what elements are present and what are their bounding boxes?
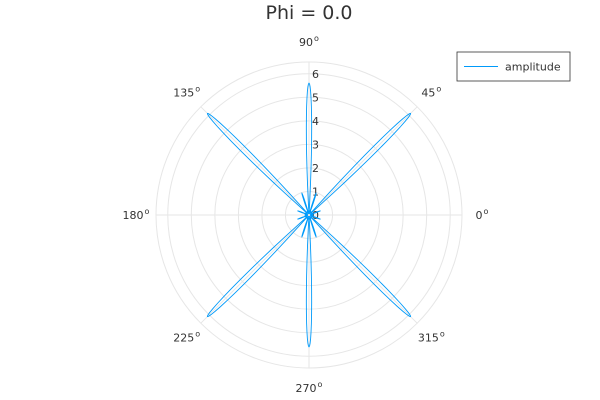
angular-tick-value: 135: [173, 87, 194, 100]
grid-spoke-225: [200, 214, 310, 324]
radial-tick-label: 2: [312, 162, 319, 175]
angular-tick-label: 45o: [421, 85, 441, 100]
grid-spoke-135: [200, 106, 310, 216]
radial-tick-label: 1: [312, 185, 319, 198]
angular-tick-label: 270o: [296, 380, 323, 395]
angular-tick-label: 0o: [476, 207, 489, 222]
radial-tick-label: 4: [312, 115, 319, 128]
radial-tick-label: 5: [312, 91, 319, 104]
polar-grid: [155, 61, 463, 369]
grid-spoke-45: [308, 106, 418, 216]
degree-symbol: o: [436, 85, 441, 94]
degree-symbol: o: [195, 329, 200, 338]
angular-tick-value: 90: [299, 36, 313, 49]
legend-label: amplitude: [505, 61, 561, 74]
data-series: [206, 82, 412, 348]
angular-tick-value: 315: [418, 331, 439, 344]
degree-symbol: o: [195, 85, 200, 94]
degree-symbol: o: [145, 207, 150, 216]
angular-tick-label: 315o: [418, 329, 445, 344]
degree-symbol: o: [314, 34, 319, 43]
angular-tick-label: 135o: [173, 85, 200, 100]
angular-tick-value: 270: [296, 382, 317, 395]
angular-tick-label: 180o: [123, 207, 150, 222]
chart-title: Phi = 0.0: [266, 2, 353, 24]
degree-symbol: o: [318, 380, 323, 389]
grid-spoke-315: [308, 214, 418, 324]
angular-tick-label: 90o: [299, 34, 319, 49]
radial-tick-label: 6: [312, 68, 319, 81]
angular-tick-value: 180: [123, 209, 144, 222]
radial-tick-label: 3: [312, 138, 319, 151]
angular-tick-value: 45: [421, 87, 435, 100]
legend: amplitude: [456, 51, 571, 82]
angular-tick-value: 225: [173, 331, 194, 344]
angular-tick-value: 0: [476, 209, 483, 222]
series-line-amplitude: [206, 82, 412, 348]
angular-tick-label: 225o: [173, 329, 200, 344]
radial-tick-label: 0: [312, 209, 319, 222]
degree-symbol: o: [484, 207, 489, 216]
degree-symbol: o: [440, 329, 445, 338]
